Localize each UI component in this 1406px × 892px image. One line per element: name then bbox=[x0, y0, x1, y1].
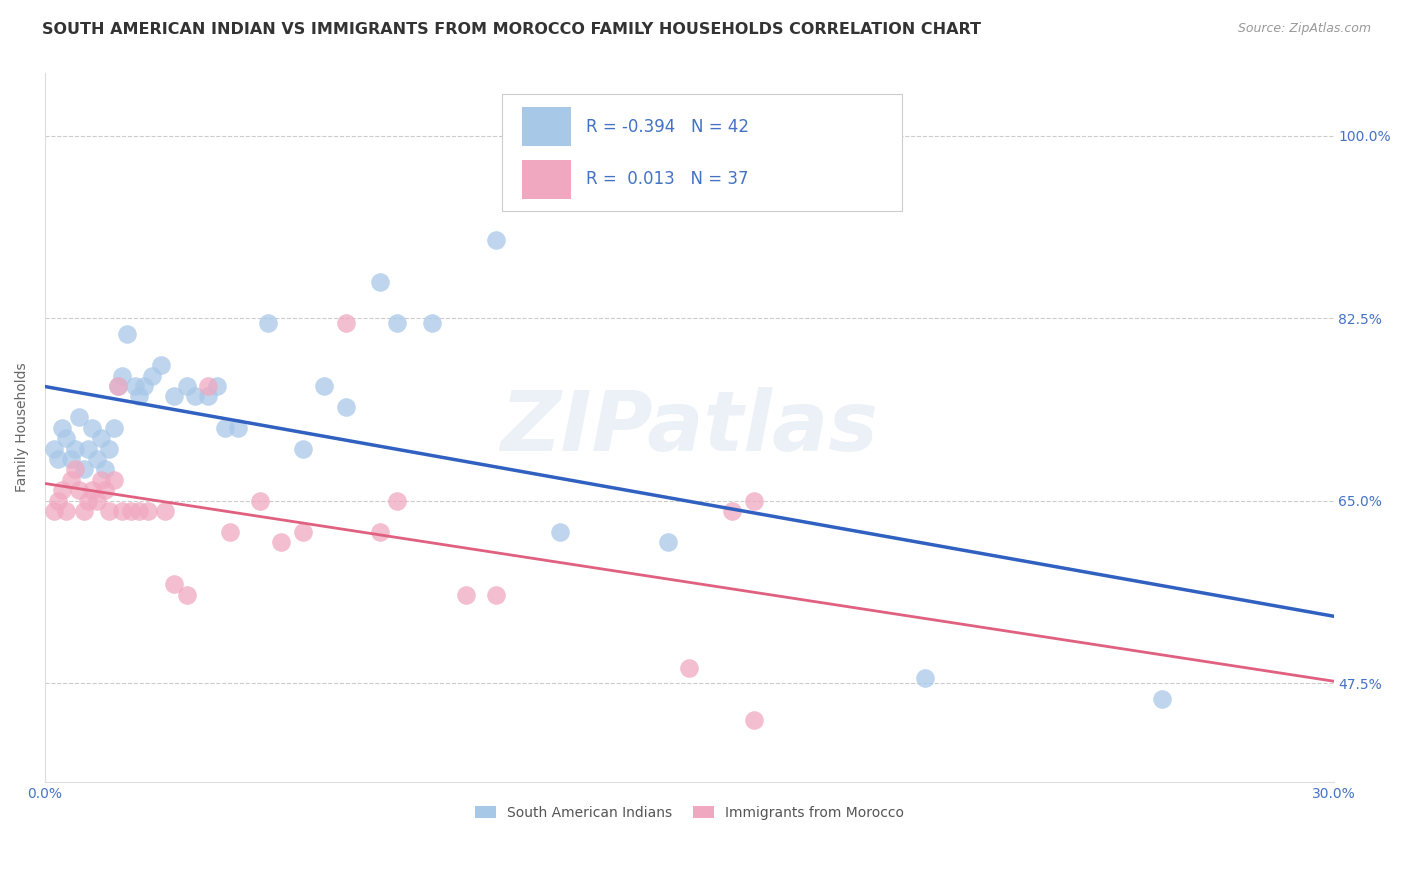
Point bbox=[128, 389, 150, 403]
Point bbox=[550, 524, 572, 539]
Text: Source: ZipAtlas.com: Source: ZipAtlas.com bbox=[1237, 22, 1371, 36]
Point bbox=[914, 671, 936, 685]
Point bbox=[205, 379, 228, 393]
Point bbox=[155, 504, 177, 518]
Point bbox=[98, 442, 121, 456]
Point bbox=[42, 442, 65, 456]
Point bbox=[86, 452, 108, 467]
Point bbox=[132, 379, 155, 393]
Point bbox=[197, 389, 219, 403]
Point bbox=[176, 379, 198, 393]
Point bbox=[63, 462, 86, 476]
Point bbox=[368, 275, 391, 289]
Point bbox=[107, 379, 129, 393]
Text: R = -0.394   N = 42: R = -0.394 N = 42 bbox=[586, 118, 749, 136]
Text: SOUTH AMERICAN INDIAN VS IMMIGRANTS FROM MOROCCO FAMILY HOUSEHOLDS CORRELATION C: SOUTH AMERICAN INDIAN VS IMMIGRANTS FROM… bbox=[42, 22, 981, 37]
Point bbox=[94, 462, 117, 476]
Point bbox=[257, 316, 280, 330]
Point bbox=[94, 483, 117, 498]
Point bbox=[141, 368, 163, 383]
Point bbox=[111, 368, 134, 383]
Point bbox=[742, 713, 765, 727]
FancyBboxPatch shape bbox=[502, 95, 901, 211]
Point bbox=[77, 493, 100, 508]
Point bbox=[226, 420, 249, 434]
Point bbox=[59, 452, 82, 467]
Point bbox=[98, 504, 121, 518]
Point bbox=[67, 483, 90, 498]
Point bbox=[51, 483, 73, 498]
Point bbox=[184, 389, 207, 403]
Point bbox=[72, 504, 94, 518]
Point bbox=[163, 577, 186, 591]
Point bbox=[385, 316, 408, 330]
Point bbox=[82, 420, 104, 434]
Point bbox=[657, 535, 679, 549]
Point bbox=[1150, 692, 1173, 706]
Point bbox=[77, 442, 100, 456]
Point bbox=[72, 462, 94, 476]
Point bbox=[90, 473, 112, 487]
Point bbox=[55, 504, 77, 518]
Point bbox=[46, 452, 69, 467]
Point bbox=[163, 389, 186, 403]
Point bbox=[128, 504, 150, 518]
Point bbox=[124, 379, 146, 393]
Point bbox=[314, 379, 336, 393]
Point bbox=[485, 233, 508, 247]
Point bbox=[107, 379, 129, 393]
Point bbox=[55, 431, 77, 445]
Point bbox=[115, 326, 138, 341]
Point bbox=[111, 504, 134, 518]
Point bbox=[214, 420, 236, 434]
Point bbox=[270, 535, 292, 549]
Point bbox=[82, 483, 104, 498]
Point bbox=[136, 504, 159, 518]
Point bbox=[678, 660, 700, 674]
Point bbox=[420, 316, 443, 330]
Point bbox=[59, 473, 82, 487]
Point bbox=[103, 420, 125, 434]
Point bbox=[42, 504, 65, 518]
Point bbox=[335, 316, 357, 330]
FancyBboxPatch shape bbox=[522, 160, 571, 199]
Point bbox=[485, 588, 508, 602]
Point bbox=[291, 524, 314, 539]
Point bbox=[218, 524, 240, 539]
Point bbox=[368, 524, 391, 539]
Text: ZIPatlas: ZIPatlas bbox=[501, 387, 879, 468]
Point bbox=[335, 400, 357, 414]
Point bbox=[86, 493, 108, 508]
Legend: South American Indians, Immigrants from Morocco: South American Indians, Immigrants from … bbox=[470, 800, 910, 825]
Point bbox=[291, 442, 314, 456]
Point bbox=[721, 504, 744, 518]
Point bbox=[149, 358, 172, 372]
Point bbox=[176, 588, 198, 602]
Y-axis label: Family Households: Family Households bbox=[15, 363, 30, 492]
FancyBboxPatch shape bbox=[522, 107, 571, 146]
Point bbox=[103, 473, 125, 487]
Point bbox=[742, 493, 765, 508]
Point bbox=[197, 379, 219, 393]
Text: R =  0.013   N = 37: R = 0.013 N = 37 bbox=[586, 170, 748, 188]
Point bbox=[67, 410, 90, 425]
Point bbox=[90, 431, 112, 445]
Point bbox=[385, 493, 408, 508]
Point bbox=[63, 442, 86, 456]
Point bbox=[454, 588, 477, 602]
Point bbox=[46, 493, 69, 508]
Point bbox=[51, 420, 73, 434]
Point bbox=[249, 493, 271, 508]
Point bbox=[120, 504, 142, 518]
